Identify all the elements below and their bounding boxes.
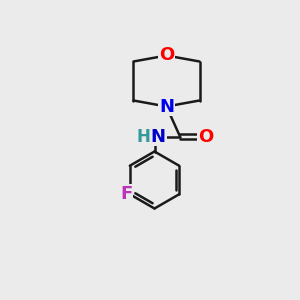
Text: N: N (151, 128, 166, 146)
Text: N: N (159, 98, 174, 116)
Text: O: O (159, 46, 174, 64)
Text: F: F (120, 185, 132, 203)
Text: O: O (198, 128, 213, 146)
Text: H: H (136, 128, 150, 146)
